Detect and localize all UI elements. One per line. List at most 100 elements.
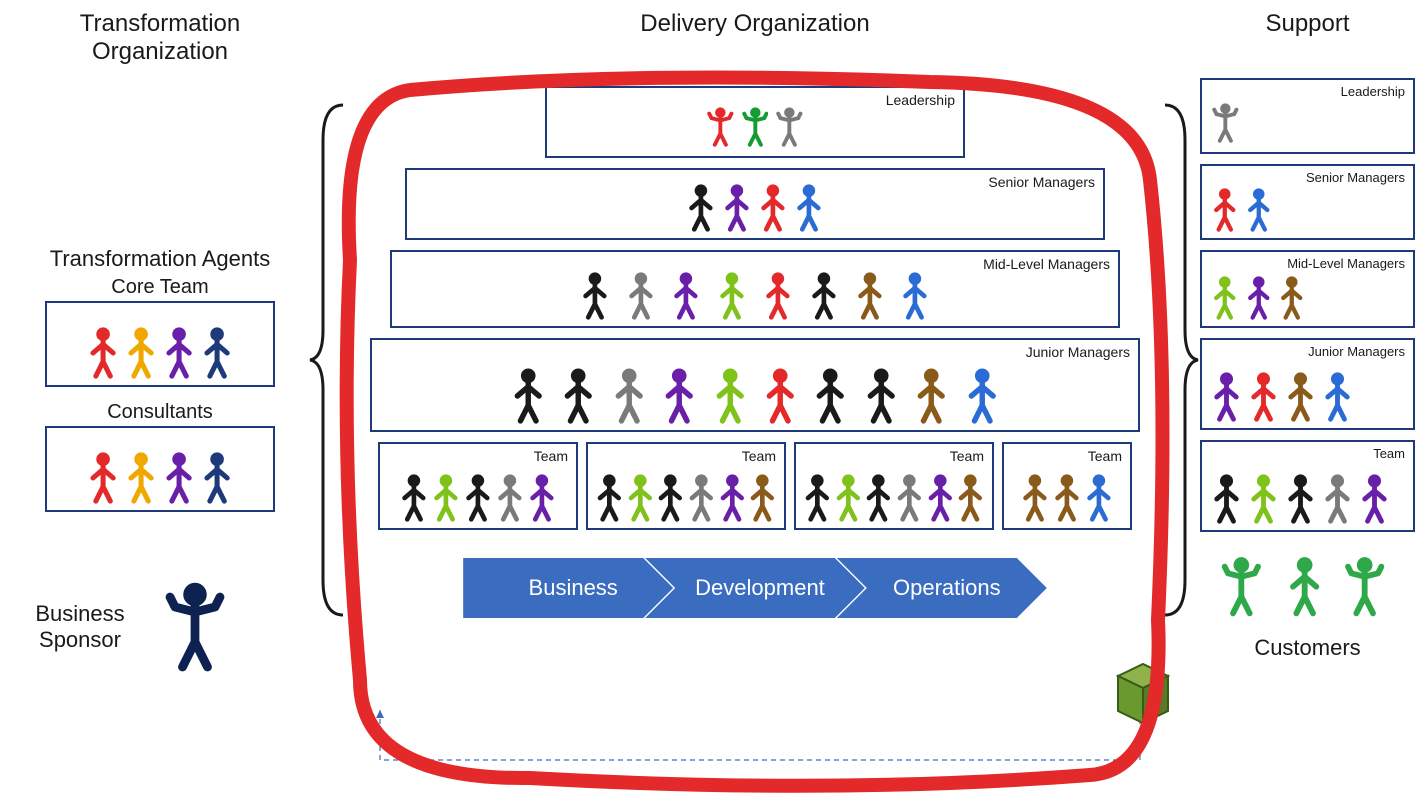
person-icon (915, 368, 947, 424)
person-icon (1286, 372, 1315, 422)
support-senior-managers: Senior Managers (1200, 164, 1415, 240)
person-icon (562, 368, 594, 424)
person-icon (627, 272, 655, 320)
person-icon (1212, 474, 1241, 524)
person-icon (1249, 474, 1278, 524)
customers-label: Customers (1200, 635, 1415, 661)
person-icon (719, 474, 746, 522)
level-label: Junior Managers (1026, 344, 1130, 360)
person-icon (1212, 188, 1238, 232)
support-box-label: Leadership (1341, 84, 1405, 99)
customers-icon (1208, 550, 1408, 630)
support-box-label: Junior Managers (1308, 344, 1405, 359)
person-icon (88, 327, 118, 379)
person-icon (764, 368, 796, 424)
person-icon (901, 272, 929, 320)
person-icon (776, 104, 803, 150)
team-label: Team (742, 448, 776, 464)
pipeline-development: Development (645, 558, 865, 618)
person-icon (202, 327, 232, 379)
person-icon (714, 368, 746, 424)
person-icon (687, 184, 715, 232)
person-icon (1249, 372, 1278, 422)
person-icon (657, 474, 684, 522)
person-icon (856, 272, 884, 320)
level-label: Mid-Level Managers (983, 256, 1110, 272)
transformation-agents-label: Transformation Agents (10, 246, 310, 272)
support-team: Team (1200, 440, 1415, 532)
person-icon (202, 452, 232, 504)
team-label: Team (950, 448, 984, 464)
person-icon (164, 327, 194, 379)
person-icon (896, 474, 923, 522)
person-icon (464, 474, 492, 522)
person-icon (627, 474, 654, 522)
support-leadership: Leadership (1200, 78, 1415, 154)
person-icon (672, 272, 700, 320)
person-icon (1021, 474, 1049, 522)
team-box: Team (586, 442, 786, 530)
person-icon (749, 474, 776, 522)
support-mid-level-managers: Mid-Level Managers (1200, 250, 1415, 328)
person-icon (814, 368, 846, 424)
person-icon (1085, 474, 1113, 522)
person-icon (707, 104, 734, 150)
person-icon (1053, 474, 1081, 522)
person-icon (528, 474, 556, 522)
person-icon (723, 184, 751, 232)
person-icon (663, 368, 695, 424)
person-icon (865, 474, 892, 522)
person-icon (1286, 474, 1315, 524)
person-icon (810, 272, 838, 320)
support-box-label: Mid-Level Managers (1287, 256, 1405, 271)
person-icon (835, 474, 862, 522)
person-icon (795, 184, 823, 232)
person-icon (966, 368, 998, 424)
person-icon (764, 272, 792, 320)
product-cube-icon (1108, 656, 1178, 726)
team-label: Team (534, 448, 568, 464)
business-sponsor-icon (160, 582, 230, 672)
level-senior-managers: Senior Managers (405, 168, 1105, 240)
person-icon (1323, 474, 1352, 524)
person-icon (164, 452, 194, 504)
person-icon (1212, 100, 1239, 146)
consultants-box (45, 426, 275, 512)
team-box: Team (378, 442, 578, 530)
person-icon (688, 474, 715, 522)
team-box: Team (1002, 442, 1132, 530)
pipeline-row: Business Development Operations (350, 558, 1160, 618)
level-label: Senior Managers (988, 174, 1095, 190)
pipeline-business: Business (463, 558, 673, 618)
person-icon (126, 452, 156, 504)
delivery-org-title: Delivery Organization (350, 10, 1160, 38)
person-icon (496, 474, 524, 522)
person-icon (742, 104, 769, 150)
person-icon (804, 474, 831, 522)
person-icon (718, 272, 746, 320)
left-curly-bracket (308, 100, 348, 620)
person-icon (865, 368, 897, 424)
transformation-org-title: Transformation Organization (10, 10, 310, 66)
right-column: Support Leadership Senior Managers Mid-L… (1200, 10, 1415, 661)
support-junior-managers: Junior Managers (1200, 338, 1415, 430)
pipeline-operations: Operations (837, 558, 1047, 618)
support-box-label: Team (1373, 446, 1405, 461)
person-icon (88, 452, 118, 504)
person-icon (596, 474, 623, 522)
teams-row: Team Team Team Team (350, 442, 1160, 530)
person-icon (1323, 372, 1352, 422)
person-icon (1212, 276, 1238, 320)
customers-group: Customers (1200, 550, 1415, 661)
person-icon (400, 474, 428, 522)
person-icon (1212, 372, 1241, 422)
person-icon (927, 474, 954, 522)
core-team-box (45, 301, 275, 387)
level-label: Leadership (886, 92, 955, 108)
consultants-label: Consultants (10, 401, 310, 424)
person-icon (512, 368, 544, 424)
feedback-loop (370, 690, 1160, 780)
person-icon (1279, 276, 1305, 320)
business-sponsor-label: Business Sponsor (10, 601, 150, 653)
support-title: Support (1200, 10, 1415, 38)
